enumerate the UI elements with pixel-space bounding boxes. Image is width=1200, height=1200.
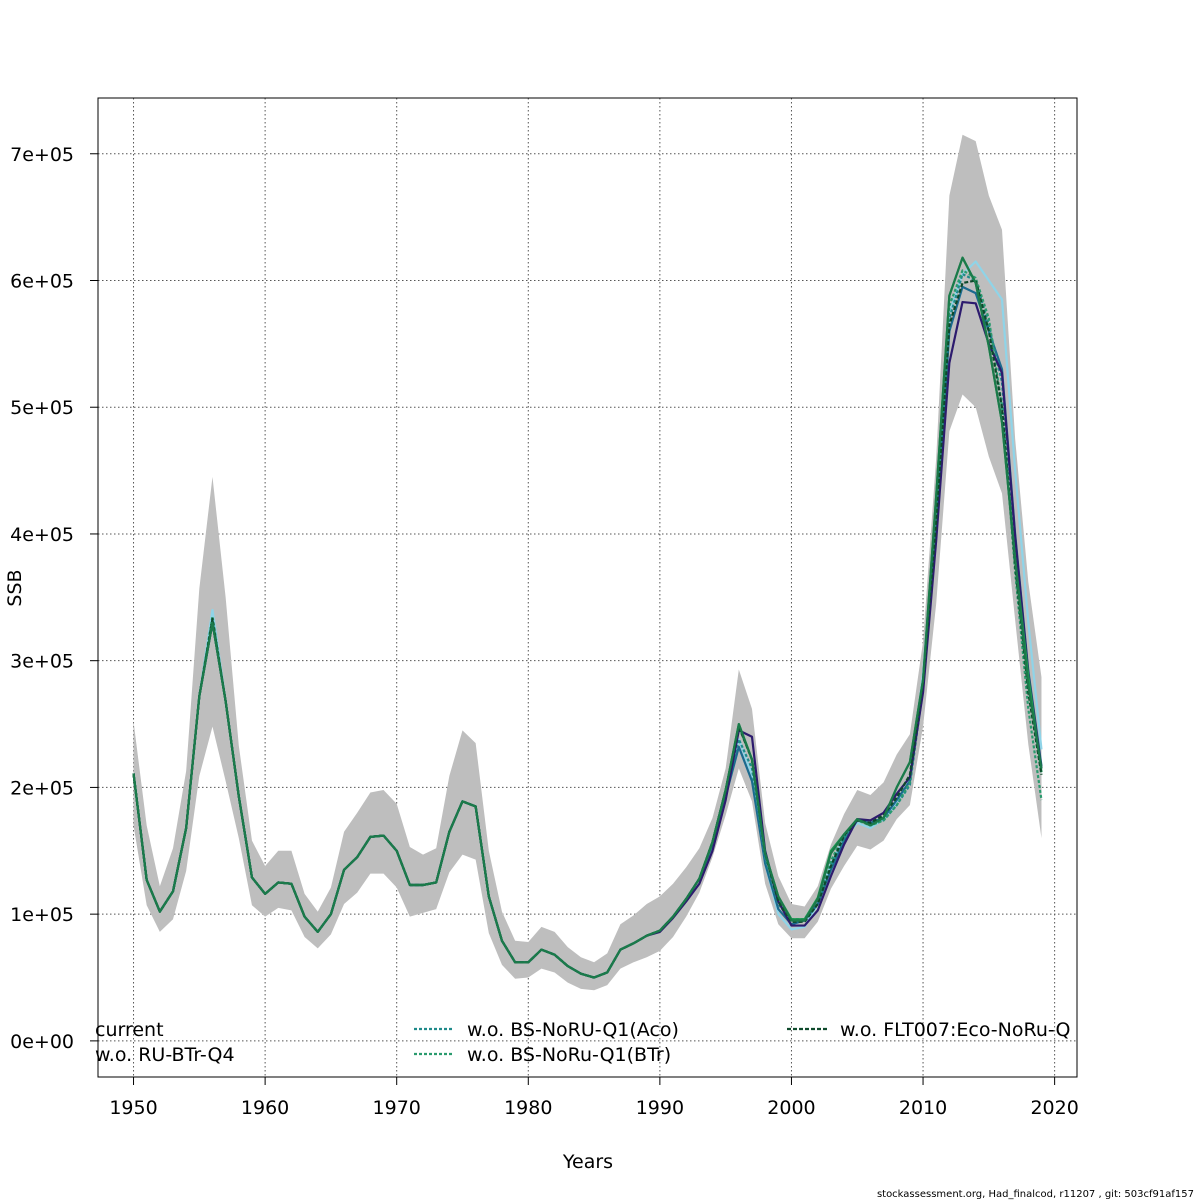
y-tick-label-3: 3e+05 xyxy=(10,651,74,673)
y-tick-label-6: 6e+05 xyxy=(10,270,74,292)
legend: current w.o. RU-BTr-Q4 w.o. BS-NoRU-Q1(Aco… xyxy=(95,1019,1070,1066)
x-tick-label-3: 1980 xyxy=(504,1097,552,1119)
x-tick-label-0: 1950 xyxy=(109,1097,157,1119)
series-layer xyxy=(132,256,1043,979)
y-tick-label-7: 7e+05 xyxy=(10,144,74,166)
legend-label-4: w.o. FLT007:Eco-NoRu-Q xyxy=(840,1019,1070,1041)
y-tick-label-0: 0e+00 xyxy=(10,1031,74,1053)
legend-label-1: w.o. RU-BTr-Q4 xyxy=(95,1044,235,1066)
x-tick-label-4: 1990 xyxy=(636,1097,684,1119)
legend-label-0: current xyxy=(95,1019,164,1041)
confidence-band xyxy=(133,134,1042,991)
y-tick-label-5: 5e+05 xyxy=(10,397,74,419)
legend-label-3: w.o. BS-NoRu-Q1(BTr) xyxy=(467,1044,671,1066)
y-tick-label-2: 2e+05 xyxy=(10,777,74,799)
grid-lines xyxy=(98,98,1077,1077)
confidence-band-layer xyxy=(133,134,1042,991)
y-tick-label-1: 1e+05 xyxy=(10,904,74,926)
series-line-7 xyxy=(132,256,1043,979)
y-axis-label: SSB xyxy=(4,569,26,606)
y-tick-label-4: 4e+05 xyxy=(10,524,74,546)
x-axis-label: Years xyxy=(562,1151,613,1173)
x-tick-label-5: 2000 xyxy=(767,1097,815,1119)
x-tick-label-7: 2020 xyxy=(1030,1097,1078,1119)
x-axis: 1950 1960 1970 1980 1990 2000 2010 2020 xyxy=(109,1077,1079,1119)
x-tick-label-6: 2010 xyxy=(899,1097,947,1119)
y-axis: 0e+00 1e+05 2e+05 3e+05 4e+05 5e+05 6e+05 7e+05 xyxy=(10,144,98,1053)
x-tick-label-1: 1960 xyxy=(241,1097,289,1119)
plot-frame xyxy=(97,97,1078,1078)
footer-credit: stockassessment.org, Had_finalcod, r1120… xyxy=(877,1189,1194,1200)
legend-label-2: w.o. BS-NoRU-Q1(Aco) xyxy=(467,1019,679,1041)
x-tick-label-2: 1970 xyxy=(373,1097,421,1119)
